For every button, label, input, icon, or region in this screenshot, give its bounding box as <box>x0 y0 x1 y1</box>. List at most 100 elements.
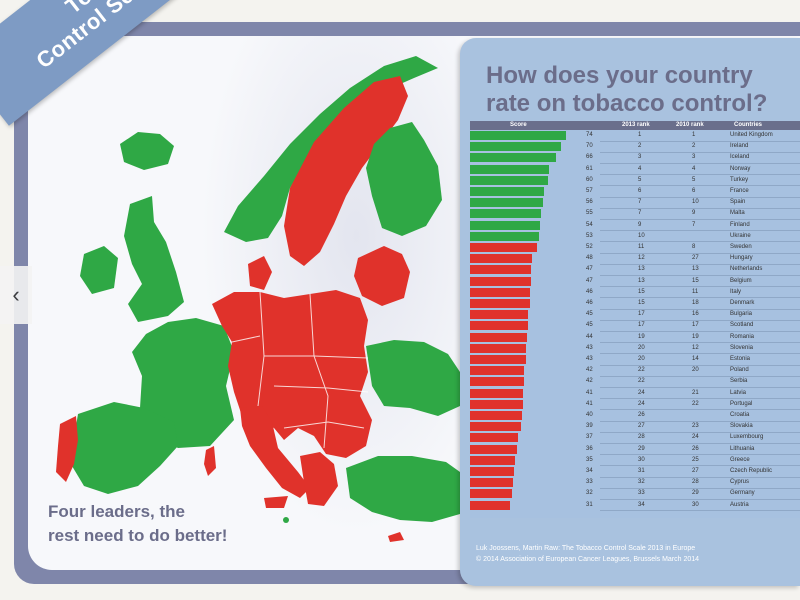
previous-button[interactable]: ‹ <box>0 266 32 324</box>
cell-rank-2010: 14 <box>692 356 699 362</box>
row-divider <box>600 196 800 198</box>
score-bar <box>470 377 525 387</box>
cell-rank-2010: 27 <box>692 468 699 474</box>
score-bar <box>470 310 529 320</box>
score-bar <box>470 220 541 230</box>
cell-score: 33 <box>586 479 593 486</box>
map-country-iceland <box>120 132 174 170</box>
score-bar <box>470 198 543 208</box>
cell-rank-2010: 23 <box>692 423 699 430</box>
cell-score: 48 <box>586 255 593 262</box>
cell-country: Poland <box>730 367 749 374</box>
cell-score: 70 <box>586 143 593 150</box>
cell-score: 74 <box>586 132 593 138</box>
cell-country: Czech Republic <box>730 468 773 474</box>
map-country-finland <box>366 122 442 236</box>
cell-rank-2010: 7 <box>692 221 696 228</box>
cell-country: France <box>730 188 749 194</box>
score-bar <box>470 467 515 476</box>
score-bar <box>470 343 526 353</box>
map-country-norway <box>224 56 438 242</box>
cell-rank-2013: 4 <box>638 165 642 172</box>
cell-country: Latvia <box>730 389 747 396</box>
cell-score: 40 <box>586 412 593 418</box>
row-divider <box>600 286 800 288</box>
cell-country: Netherlands <box>730 266 763 273</box>
cell-country: Italy <box>730 288 742 295</box>
cell-score: 60 <box>586 176 593 183</box>
cell-country: Lithuania <box>730 445 755 452</box>
map-country-denmark <box>248 256 272 290</box>
cell-rank-2010: 29 <box>692 490 699 497</box>
cell-score: 47 <box>586 277 593 284</box>
cell-rank-2010: 26 <box>692 445 699 452</box>
cell-rank-2013: 22 <box>638 367 645 374</box>
cell-rank-2010: 17 <box>692 322 699 329</box>
score-bar <box>470 489 512 499</box>
map-country-ukraine <box>366 340 460 416</box>
cell-rank-2013: 29 <box>638 445 645 452</box>
tagline: Four leaders, the rest need to do better… <box>48 500 288 548</box>
cell-rank-2013: 17 <box>638 311 645 318</box>
column-header-score: Score <box>510 122 527 128</box>
cell-score: 66 <box>586 154 593 161</box>
table-header <box>470 121 800 130</box>
score-bar <box>470 131 566 140</box>
cell-score: 35 <box>586 456 593 463</box>
row-divider <box>600 297 800 299</box>
panel-title-line-1: How does your country <box>486 62 753 89</box>
cell-rank-2013: 3 <box>638 154 642 161</box>
cell-rank-2013: 24 <box>638 389 645 396</box>
cell-score: 32 <box>586 490 593 497</box>
cell-country: Turkey <box>730 176 749 183</box>
cell-rank-2013: 17 <box>638 322 645 329</box>
cell-country: Malta <box>730 210 745 217</box>
cell-score: 41 <box>586 389 593 396</box>
cell-score: 37 <box>586 434 593 441</box>
cell-country: Serbia <box>730 378 748 385</box>
column-header-rank-2013: 2013 rank <box>622 122 650 128</box>
row-divider <box>600 498 800 500</box>
cell-score: 39 <box>586 423 593 430</box>
cell-rank-2013: 32 <box>638 479 645 486</box>
cell-rank-2010: 24 <box>692 434 699 441</box>
cell-rank-2013: 1 <box>638 132 642 138</box>
row-divider <box>600 140 800 142</box>
column-header-countries: Countries <box>734 122 763 128</box>
cell-score: 53 <box>586 232 593 239</box>
cell-score: 42 <box>586 378 593 385</box>
score-bar <box>470 388 524 398</box>
cell-country: United Kingdom <box>730 132 773 138</box>
score-bar <box>470 444 517 454</box>
score-bar <box>470 243 538 252</box>
score-bar <box>470 366 525 376</box>
cell-score: 34 <box>586 468 593 474</box>
cell-rank-2010: 21 <box>692 389 699 396</box>
row-divider <box>600 398 800 400</box>
cell-rank-2010: 11 <box>692 288 699 295</box>
row-divider <box>600 185 800 187</box>
cell-rank-2013: 24 <box>638 400 645 407</box>
cell-rank-2013: 15 <box>638 300 645 306</box>
cell-rank-2010: 30 <box>692 501 699 508</box>
cell-rank-2010: 25 <box>692 456 699 463</box>
cell-country: Croatia <box>730 412 750 418</box>
cell-rank-2013: 10 <box>638 232 645 239</box>
footer-source: Luk Joossens, Martin Raw: The Tobacco Co… <box>476 545 696 552</box>
cell-rank-2013: 9 <box>638 221 642 228</box>
cell-rank-2010: 15 <box>692 277 699 284</box>
column-header-rank-2010: 2010 rank <box>676 122 704 128</box>
cell-rank-2010: 18 <box>692 300 699 306</box>
score-bar <box>470 175 548 185</box>
map-country-sardinia <box>204 446 216 476</box>
map-country-uk <box>124 196 184 322</box>
score-bar <box>470 276 531 286</box>
map-country-turkey <box>346 456 460 522</box>
cell-country: Norway <box>730 165 751 172</box>
cell-rank-2010: 12 <box>692 344 699 351</box>
cell-country: Hungary <box>730 255 753 262</box>
score-bar <box>470 500 511 510</box>
row-divider <box>600 274 800 276</box>
cell-score: 31 <box>586 501 593 508</box>
cell-country: Germany <box>730 490 755 497</box>
